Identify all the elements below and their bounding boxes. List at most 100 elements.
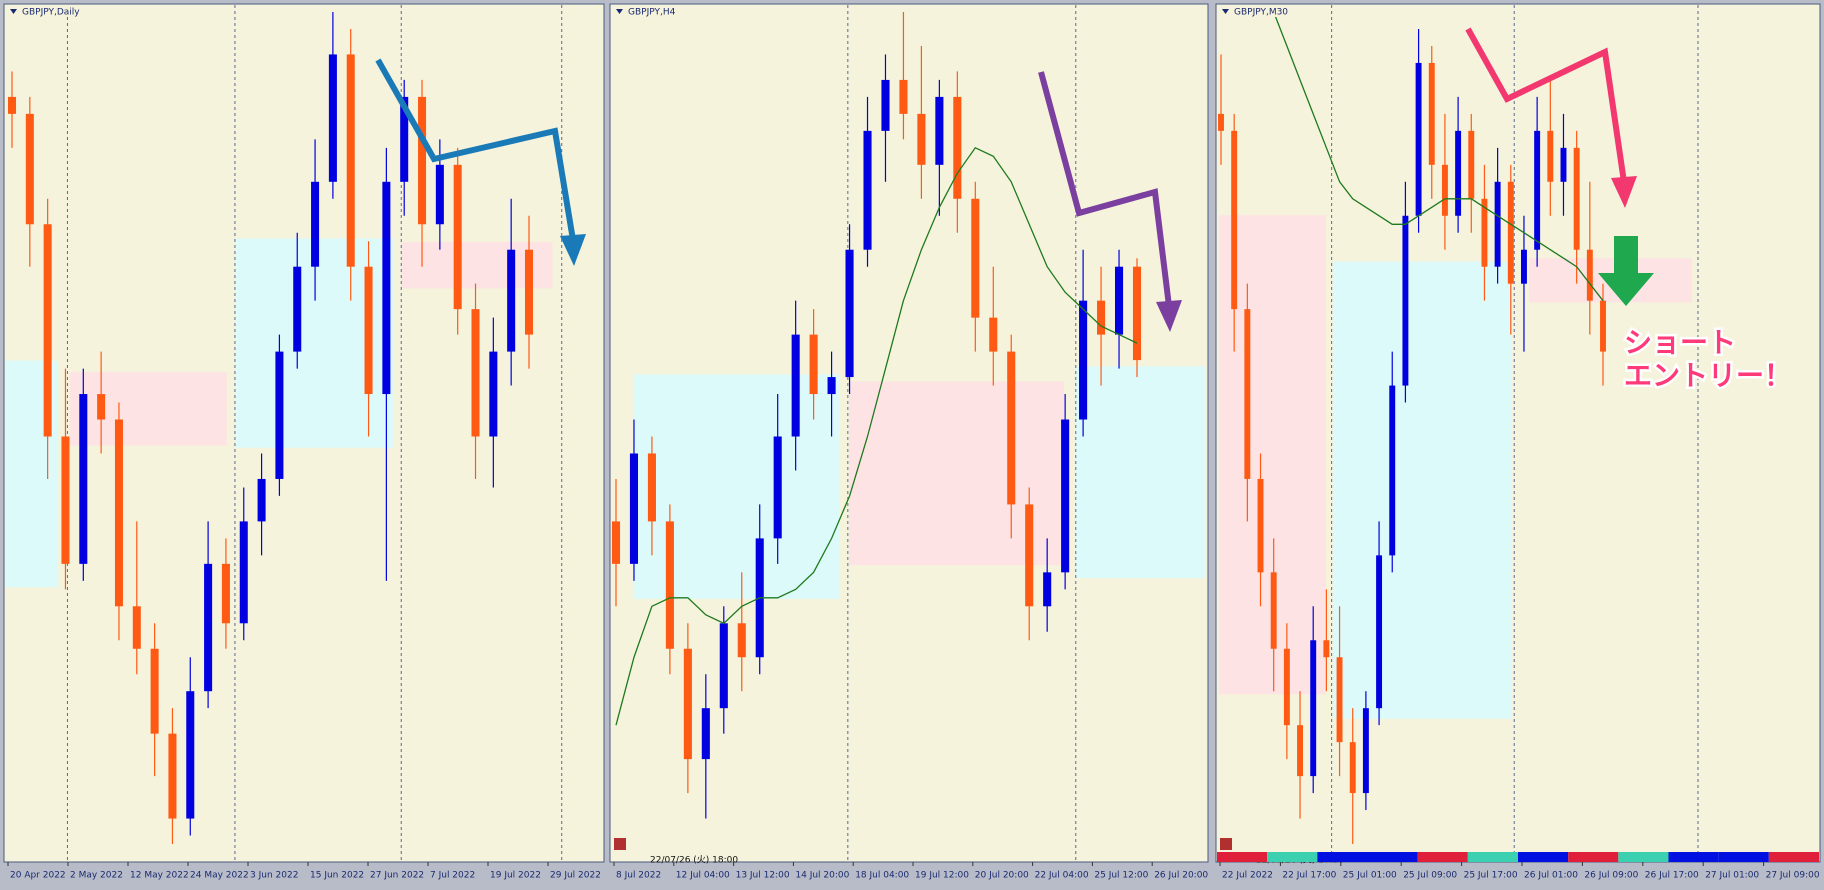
x-tick-label: 3 Jun 2022 [250,871,298,881]
x-tick-label: 29 Jul 2022 [550,871,601,881]
x-tick-label: 13 Jul 12:00 [736,871,790,881]
candle-body [1507,181,1514,284]
candle-body [257,478,266,522]
title-bar [5,5,115,17]
candle-body [221,563,230,624]
indicator-icon [614,838,626,850]
candle-body [168,733,177,819]
candle-body [471,309,480,437]
candle-body [1573,147,1580,250]
x-tick-label: 12 May 2022 [130,871,189,881]
drawn-arrow [375,58,576,241]
session-bar [1668,852,1719,862]
x-tick-label: 25 Jul 09:00 [1403,871,1457,881]
candle-body [1283,648,1290,726]
candle-body [1218,113,1224,131]
annotation: エントリー！ [1624,359,1792,392]
candle-body [1349,742,1356,794]
candle-body [809,334,818,395]
session-bar [1768,852,1819,862]
x-tick-label: 20 Apr 2022 [10,871,66,881]
candle-body [737,623,746,658]
x-tick-label: 26 Jul 09:00 [1584,871,1638,881]
candle-body [239,521,248,624]
x-tick-label: 15 Jun 2022 [310,871,364,881]
candle-body [881,79,890,131]
chart-title: GBPJPY,H4 [628,8,676,18]
x-tick-label: 18 Jul 04:00 [855,871,909,881]
session-bar [1217,852,1268,862]
x-tick-label: 25 Jul 12:00 [1094,871,1148,881]
candle-body [647,453,656,522]
candle-body [1132,266,1142,361]
candle-body [683,648,692,760]
title-dropdown [1222,9,1229,14]
candle-body [61,436,70,564]
candle-body [863,130,872,250]
candle-body [1007,351,1016,505]
candle-body [1231,130,1238,310]
candle-body [935,96,944,165]
candle-body [1043,572,1052,607]
candle-body [1468,130,1475,199]
x-tick-label: 19 Jul 2022 [490,871,541,881]
candle-body [1455,130,1462,216]
candle-body [1415,62,1422,216]
candle-body [293,266,302,352]
candle-body [1428,62,1435,165]
zone [1075,366,1205,579]
candle-body [1025,504,1034,607]
drawn-arrow [1038,71,1172,307]
x-tick-label: 8 Jul 2022 [616,871,661,881]
title-bar [1217,5,1327,17]
x-tick-label: 27 Jun 2022 [370,871,424,881]
candle-body [132,606,141,649]
candle-body [899,79,908,114]
candle-body [1244,309,1251,479]
candle-body [1270,572,1277,649]
candle-body [1097,300,1106,335]
candle-body [1521,249,1527,284]
candle-body [150,648,159,734]
x-tick-label: 24 May 2022 [190,871,249,881]
title-bar [611,5,721,17]
indicator-icon [1220,838,1232,850]
x-tick-label: 26 Jul 20:00 [1154,871,1208,881]
candle-body [346,54,355,267]
chart-title: GBPJPY,Daily [22,8,80,18]
session-bar [1568,852,1619,862]
candle-body [275,351,284,479]
arrow-head [1156,300,1182,332]
candle-body [791,334,800,437]
candle-body [845,249,854,378]
annotation: ショート [1624,326,1736,359]
session-bar [1518,852,1569,862]
candle-body [418,96,427,225]
candle-body [328,54,337,182]
arrow-head [560,234,586,266]
candle-body [1310,640,1317,777]
candle-body [917,113,926,165]
moving-average [615,146,1138,726]
x-tick-label: 26 Jul 01:00 [1524,871,1578,881]
x-tick-label: 19 Jul 12:00 [915,871,969,881]
session-bar [1417,852,1468,862]
candle-body [1534,130,1541,250]
x-tick-label: 20 Jul 20:00 [975,871,1029,881]
x-tick-label: 2 May 2022 [70,871,123,881]
candle-body [1600,300,1606,352]
candle-body [364,266,373,395]
title-dropdown [10,9,17,14]
candle-body [382,181,391,395]
zone [1333,261,1512,719]
candle-body [1257,478,1264,573]
x-tick-label: 25 Jul 17:00 [1464,871,1518,881]
x-tick-label: 22 Jul 04:00 [1035,871,1089,881]
x-tick-label: 7 Jul 2022 [430,871,475,881]
session-bar [1467,852,1518,862]
candle-body [1297,725,1303,777]
candle-body [1494,181,1501,267]
x-tick-label: 14 Jul 20:00 [795,871,849,881]
arrow-head [1611,176,1637,208]
candle-body [1362,708,1369,794]
